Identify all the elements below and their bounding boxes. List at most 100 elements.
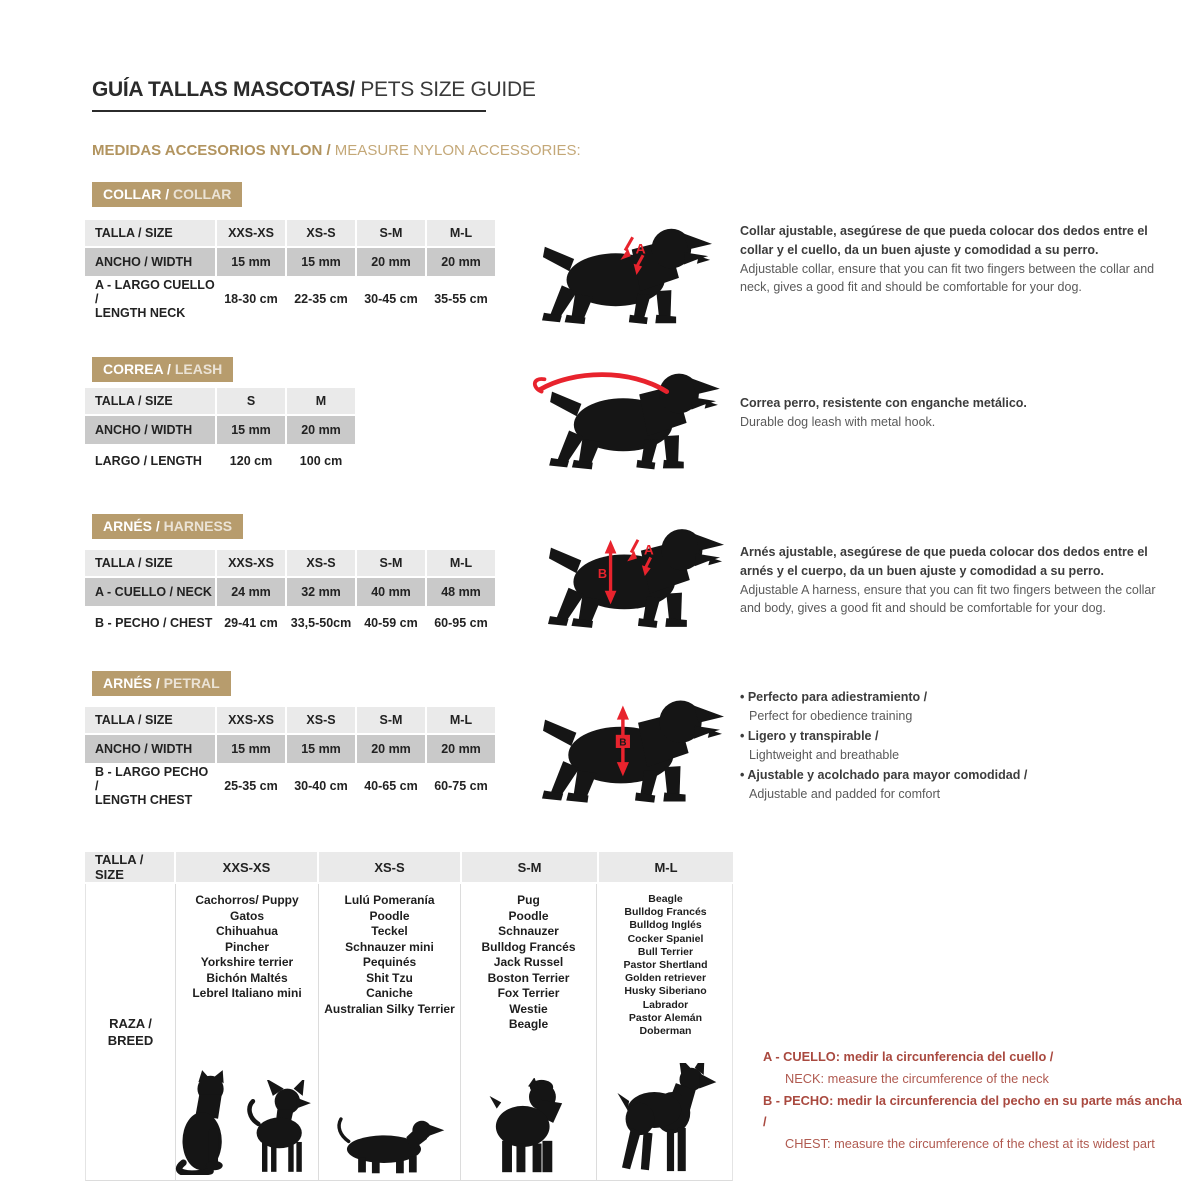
note-neck-en: NECK: measure the circumference of the n…: [785, 1070, 1049, 1086]
petral-table-header-row: TALLA / SIZE XXS-XS XS-S S-M M-L: [85, 707, 495, 733]
breed-item: Pastor Shertland: [623, 959, 708, 972]
harness-neck-value: 48 mm: [427, 578, 495, 606]
breeds-header-ml: M-L: [599, 852, 733, 882]
collar-table-header-row: TALLA / SIZE XXS-XS XS-S S-M M-L: [85, 220, 495, 246]
collar-badge-en: COLLAR: [169, 186, 232, 202]
petral-chest-label: B - LARGO PECHO / LENGTH CHEST: [85, 765, 215, 807]
harness-chest-row: B - PECHO / CHEST 29-41 cm 33,5-50cm 40-…: [85, 608, 495, 638]
collar-header-ml: M-L: [427, 220, 495, 246]
harness-dog-illustration-icon: A B: [548, 529, 724, 628]
collar-width-row: ANCHO / WIDTH 15 mm 15 mm 20 mm 20 mm: [85, 248, 495, 276]
breed-item: Pequinés: [362, 955, 417, 969]
petral-width-value: 20 mm: [357, 735, 425, 763]
harness-header-xs: XS-S: [287, 550, 355, 576]
petral-size-table: TALLA / SIZE XXS-XS XS-S S-M M-L ANCHO /…: [85, 707, 495, 809]
page-subtitle-es: MEDIDAS ACCESORIOS NYLON /: [92, 142, 331, 159]
petral-width-value: 15 mm: [217, 735, 285, 763]
breed-item: Cocker Spaniel: [627, 932, 704, 945]
page-title-es: GUÍA TALLAS MASCOTAS/: [92, 78, 355, 101]
breed-item: Poodle: [508, 908, 549, 923]
breed-item: Teckel: [371, 924, 408, 938]
leash-header-size: TALLA / SIZE: [85, 388, 215, 414]
leash-dog-illustration-icon: [532, 372, 720, 470]
petral-bullet-en: Adjustable and padded for comfort: [749, 786, 941, 801]
collar-description-en: Adjustable collar, ensure that you can f…: [740, 261, 1155, 295]
harness-header-sm: S-M: [357, 550, 425, 576]
breeds-header-xs: XS-S: [319, 852, 460, 882]
harness-description: Arnés ajustable, asegúrese de que pueda …: [740, 543, 1176, 618]
breeds-table-body: RAZA / BREED Cachorros/ Puppy Gatos Chihua…: [85, 884, 733, 1181]
harness-neck-value: 24 mm: [217, 578, 285, 606]
petral-marker-b-label: B: [619, 737, 626, 748]
leash-header-m: M: [287, 388, 355, 414]
collar-header-xxs: XXS-XS: [217, 220, 285, 246]
collar-header-size: TALLA / SIZE: [85, 220, 215, 246]
page-subtitle-en: MEASURE NYLON ACCESSORIES:: [330, 142, 581, 159]
breed-item: Pincher: [224, 939, 269, 954]
collar-header-xs: XS-S: [287, 220, 355, 246]
breeds-animals-xs-s: [334, 1113, 446, 1175]
harness-chest-value: 40-59 cm: [357, 608, 425, 638]
leash-badge-es: CORREA /: [103, 361, 171, 377]
breed-item: Australian Silky Terrier: [324, 1001, 455, 1016]
harness-badge-en: HARNESS: [159, 518, 233, 534]
breed-item: Bulldog Francés: [481, 939, 576, 954]
breed-item: Husky Siberiano: [624, 985, 707, 998]
leash-length-label: LARGO / LENGTH: [85, 446, 215, 476]
leash-table-header-row: TALLA / SIZE S M: [85, 388, 355, 414]
breed-list-s-m: Pug Poodle Schnauzer Bulldog Francés Jack Ru…: [481, 893, 575, 1033]
breed-item: Pug: [517, 893, 540, 907]
collar-marker-a-label: A: [636, 241, 646, 257]
breed-item: Doberman: [639, 1025, 692, 1038]
page-subtitle: MEDIDAS ACCESORIOS NYLON / MEASURE NYLON…: [92, 142, 581, 159]
breed-item: Lebrel Italiano mini: [192, 986, 302, 1000]
breed-item: Beagle: [508, 1017, 549, 1031]
breed-item: Jack Russel: [493, 955, 564, 969]
breed-item: Yorkshire terrier: [200, 955, 294, 969]
harness-section-badge: ARNÉS / HARNESS: [92, 514, 244, 539]
breed-item: Chihuahua: [215, 924, 278, 938]
breed-list-m-l: Beagle Bulldog Francés Bulldog Inglés Cocke…: [623, 893, 707, 1038]
leash-width-value: 20 mm: [287, 416, 355, 444]
leash-header-s: S: [217, 388, 285, 414]
cat-silhouette-icon: [175, 1070, 224, 1175]
harness-header-size: TALLA / SIZE: [85, 550, 215, 576]
breeds-column-xs-s: Lulú Pomeranía Poodle Teckel Schnauzer mini…: [319, 884, 461, 1180]
petral-bullet-es: • Perfecto para adiestramiento /: [740, 690, 928, 704]
petral-header-ml: M-L: [427, 707, 495, 733]
breeds-header-size: TALLA / SIZE: [85, 852, 174, 882]
collar-size-table: TALLA / SIZE XXS-XS XS-S S-M M-L ANCHO /…: [85, 220, 495, 322]
collar-width-value: 15 mm: [287, 248, 355, 276]
page-title: GUÍA TALLAS MASCOTAS/ PETS SIZE GUIDE: [92, 78, 536, 112]
collar-section-badge: COLLAR / COLLAR: [92, 182, 243, 207]
breed-item: Shit Tzu: [366, 970, 413, 985]
breed-item: Westie: [509, 1001, 548, 1016]
petral-dog-illustration-icon: B: [542, 700, 724, 803]
petral-bullet-es: • Ligero y transpirable /: [740, 728, 879, 743]
petral-width-value: 20 mm: [427, 735, 495, 763]
note-neck-es: A - CUELLO: medir la circunferencia del …: [763, 1049, 1054, 1064]
harness-chest-value: 29-41 cm: [217, 608, 285, 638]
leash-badge-en: LEASH: [170, 361, 223, 377]
harness-chest-value: 60-95 cm: [427, 608, 495, 638]
breeds-header-sm: S-M: [462, 852, 597, 882]
petral-bullet-es: • Ajustable y acolchado para mayor comod…: [740, 767, 1028, 782]
breed-item: Beagle: [648, 893, 683, 905]
petral-feature-list: • Perfecto para adiestramiento / Perfect…: [740, 688, 1176, 804]
collar-neck-label-es: A - LARGO CUELLO /: [95, 278, 215, 306]
petral-badge-es: ARNÉS /: [103, 675, 160, 691]
collar-description-es: Collar ajustable, asegúrese de que pueda…: [740, 224, 1148, 257]
harness-neck-value: 32 mm: [287, 578, 355, 606]
petral-badge-en: PETRAL: [159, 675, 220, 691]
schnauzer-silhouette-icon: [489, 1078, 562, 1173]
breed-item: Gatos: [229, 908, 264, 923]
breeds-animals-xxs-xs: [175, 1070, 319, 1175]
breeds-animals-s-m: [486, 1078, 572, 1175]
breed-item: Bichón Maltés: [206, 970, 288, 985]
petral-chest-value: 40-65 cm: [357, 765, 425, 807]
collar-neck-value: 22-35 cm: [287, 278, 355, 320]
breeds-row-label-es: RAZA /: [109, 1016, 152, 1031]
note-chest-es: B - PECHO: medir la circunferencia del p…: [763, 1092, 1182, 1130]
collar-neck-label: A - LARGO CUELLO / LENGTH NECK: [85, 278, 215, 320]
petral-bullet-en: Lightweight and breathable: [749, 748, 900, 763]
